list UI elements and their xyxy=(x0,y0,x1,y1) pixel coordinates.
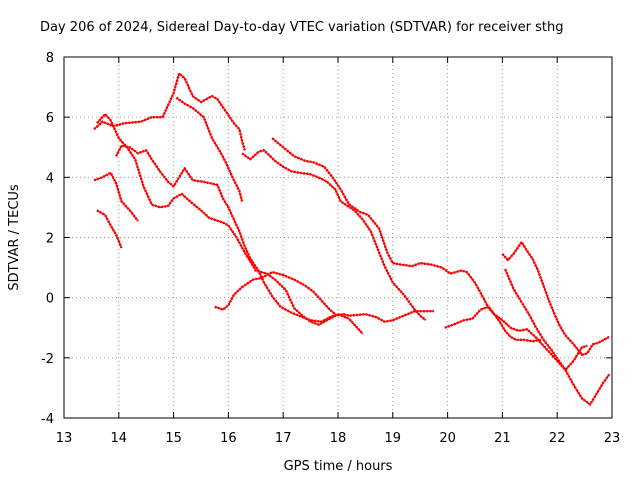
series-line xyxy=(214,271,336,315)
series-line xyxy=(115,145,364,335)
series-line xyxy=(501,241,610,356)
y-tick-label: 2 xyxy=(46,232,54,247)
y-tick-label: 0 xyxy=(46,292,54,307)
series-line xyxy=(93,72,246,151)
grid-lines xyxy=(64,57,612,418)
series-marker-band xyxy=(241,149,427,322)
series-line xyxy=(175,97,243,202)
series-marker-band xyxy=(175,96,244,202)
series-track-8 xyxy=(271,137,542,343)
series-track-10 xyxy=(444,305,611,406)
series-track-9 xyxy=(214,270,337,316)
data-series xyxy=(93,72,611,406)
series-marker-band xyxy=(96,112,434,326)
series-line xyxy=(96,113,434,326)
series-track-5 xyxy=(115,144,364,335)
x-tick-label: 18 xyxy=(330,431,347,446)
x-tick-label: 21 xyxy=(494,431,511,446)
series-track-3 xyxy=(93,171,139,222)
x-tick-label: 22 xyxy=(549,431,566,446)
x-tick-label: 20 xyxy=(439,431,456,446)
series-line xyxy=(504,268,588,371)
series-track-1 xyxy=(93,72,246,151)
x-tick-label: 19 xyxy=(385,431,402,446)
series-marker-band xyxy=(93,72,246,151)
series-marker-band xyxy=(214,270,337,316)
y-tick-label: 4 xyxy=(46,171,54,186)
axis-ticks: 13 14 15 16 17 18 19 20 21 22 23 -4 -2 0 2 4 6 8 xyxy=(41,51,620,446)
series-track-4 xyxy=(96,209,123,249)
series-track-12 xyxy=(503,268,588,372)
series-marker-band xyxy=(503,268,588,372)
series-track-7 xyxy=(241,149,427,322)
series-line xyxy=(96,209,123,249)
y-tick-label: -2 xyxy=(41,352,54,367)
series-line xyxy=(93,172,139,222)
x-tick-label: 16 xyxy=(220,431,237,446)
series-marker-band xyxy=(271,137,542,343)
y-tick-label: 8 xyxy=(46,51,54,66)
series-line xyxy=(241,149,427,321)
x-axis-label: GPS time / hours xyxy=(284,459,393,474)
series-marker-band xyxy=(444,305,611,406)
series-line xyxy=(271,137,541,342)
y-tick-label: -4 xyxy=(41,412,54,427)
y-tick-label: 6 xyxy=(46,111,54,126)
x-tick-label: 23 xyxy=(604,431,621,446)
chart-title: Day 206 of 2024, Sidereal Day-to-day VTE… xyxy=(40,20,564,35)
x-tick-label: 14 xyxy=(111,431,128,446)
x-tick-label: 15 xyxy=(165,431,182,446)
series-track-6 xyxy=(175,96,244,202)
series-track-2 xyxy=(96,112,434,326)
series-line xyxy=(444,306,610,406)
x-tick-label: 13 xyxy=(56,431,73,446)
y-axis-label: SDTVAR / TECUs xyxy=(7,184,22,291)
series-marker-band xyxy=(96,209,123,249)
series-track-11 xyxy=(501,240,610,356)
x-tick-label: 17 xyxy=(275,431,292,446)
